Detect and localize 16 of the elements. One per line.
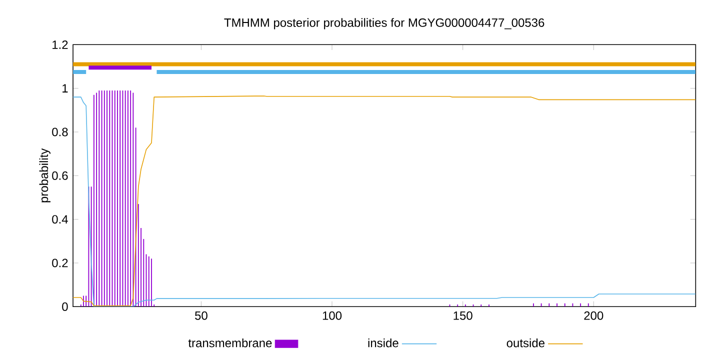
legend-label: outside xyxy=(506,338,544,348)
y-tick-label: 1 xyxy=(62,84,68,92)
y-tick-label: 0.8 xyxy=(52,128,68,136)
x-tick-label: 50 xyxy=(195,311,208,320)
y-tick-label: 0 xyxy=(62,302,68,311)
x-tick-label: 100 xyxy=(322,311,342,320)
legend-label: inside xyxy=(368,338,398,348)
y-tick-label: 1.2 xyxy=(52,40,68,49)
x-tick-label: 200 xyxy=(584,311,604,320)
legend-label: transmembrane xyxy=(188,338,272,348)
chart-title: TMHMM posterior probabilities for MGYG000004477_00536 xyxy=(224,18,544,30)
y-tick-label: 0.6 xyxy=(52,171,68,180)
y-tick-label: 0.2 xyxy=(52,258,68,268)
x-tick-label: 150 xyxy=(454,311,472,320)
y-axis-title: probability xyxy=(39,148,50,202)
y-tick-label: 0.4 xyxy=(52,215,68,224)
